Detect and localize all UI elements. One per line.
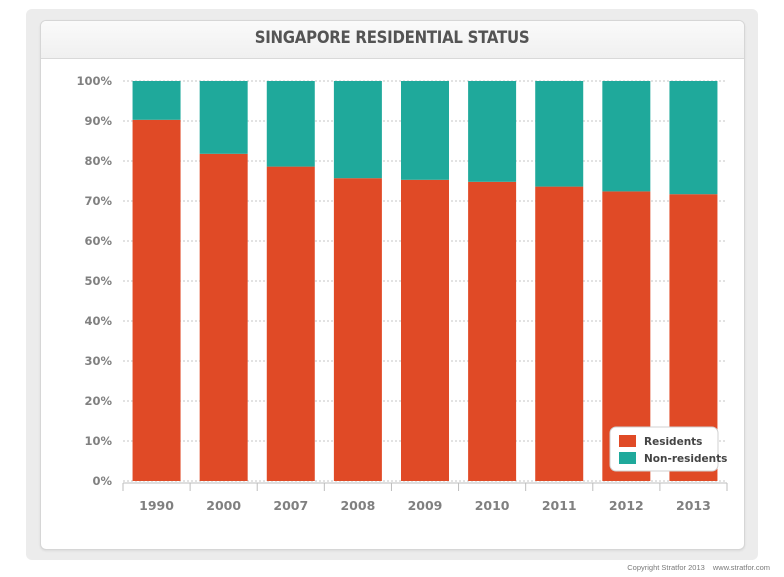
- legend-label: Non-residents: [644, 453, 727, 465]
- bar-non-residents-2008: [333, 81, 382, 179]
- copyright-url: www.stratfor.com: [712, 563, 770, 572]
- bar-non-residents-2011: [535, 81, 584, 187]
- x-tick-label: 1990: [139, 498, 174, 513]
- x-tick-label: 2007: [273, 498, 308, 513]
- chart-header: SINGAPORE RESIDENTIAL STATUS: [41, 21, 744, 59]
- bar-non-residents-1990: [132, 81, 181, 120]
- y-tick-label: 20%: [84, 394, 112, 408]
- copyright-footer: Copyright Stratfor 2013 www.stratfor.com: [627, 563, 770, 572]
- y-tick-label: 40%: [84, 314, 112, 328]
- x-tick-label: 2000: [206, 498, 241, 513]
- bar-residents-2010: [468, 181, 517, 482]
- bars: [132, 81, 718, 482]
- y-tick-label: 70%: [84, 194, 112, 208]
- bar-non-residents-2013: [669, 81, 718, 195]
- bar-residents-2009: [401, 179, 449, 482]
- y-tick-label: 30%: [84, 354, 112, 368]
- bar-residents-2008: [333, 178, 382, 481]
- y-tick-label: 80%: [84, 154, 112, 168]
- x-tick-label: 2009: [408, 498, 443, 513]
- y-tick-label: 10%: [84, 434, 112, 448]
- bar-non-residents-2012: [602, 81, 651, 192]
- legend-label: Residents: [644, 436, 702, 448]
- legend-swatch: [619, 435, 636, 447]
- y-tick-label: 100%: [76, 74, 112, 88]
- y-tick-label: 0%: [92, 474, 112, 488]
- bar-non-residents-2009: [401, 81, 449, 180]
- x-tick-label: 2012: [609, 498, 644, 513]
- x-tick-label: 2011: [542, 498, 577, 513]
- copyright-text: Copyright Stratfor 2013: [627, 563, 705, 572]
- bar-residents-2000: [199, 153, 248, 482]
- x-tick-label: 2013: [676, 498, 711, 513]
- x-tick-label: 2008: [340, 498, 375, 513]
- y-tick-labels: 0% 10% 20% 30% 40% 50% 60% 70% 80% 90% 100%: [76, 74, 112, 488]
- bar-non-residents-2010: [468, 81, 517, 182]
- bar-residents-2007: [266, 166, 315, 481]
- y-tick-label: 90%: [84, 114, 112, 128]
- legend: Residents Non-residents: [609, 426, 727, 472]
- legend-box: [609, 426, 719, 472]
- bar-non-residents-2007: [266, 81, 315, 167]
- chart-title: SINGAPORE RESIDENTIAL STATUS: [255, 28, 530, 48]
- y-tick-label: 50%: [84, 274, 112, 288]
- y-tick-label: 60%: [84, 234, 112, 248]
- x-axis: 1990 2000 2007 2008 2009 2010 2011 2012 2013: [122, 482, 728, 513]
- x-tick-label: 2010: [475, 498, 510, 513]
- bar-residents-1990: [132, 119, 181, 482]
- bar-non-residents-2000: [199, 81, 248, 154]
- legend-swatch: [619, 452, 636, 464]
- bar-residents-2011: [535, 186, 584, 481]
